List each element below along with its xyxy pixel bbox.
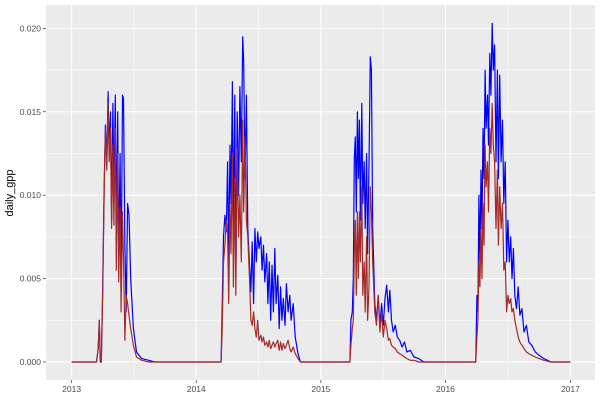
y-axis-title: daily_gpp bbox=[4, 169, 16, 216]
x-tick-label: 2015 bbox=[311, 384, 330, 394]
y-tick-label: 0.000 bbox=[20, 357, 42, 367]
y-tick-label: 0.005 bbox=[20, 274, 42, 284]
axis-ticks: 0.000 0.005 0.010 0.015 0.020 2013 2014 2015 201… bbox=[20, 23, 580, 394]
series-line-2 bbox=[71, 102, 571, 363]
x-tick-label: 2016 bbox=[436, 384, 455, 394]
x-tick-label: 2017 bbox=[561, 384, 580, 394]
x-tick-label: 2013 bbox=[62, 384, 81, 394]
y-tick-label: 0.015 bbox=[20, 107, 42, 117]
x-tick-label: 2014 bbox=[187, 384, 206, 394]
series-layer bbox=[71, 22, 571, 363]
y-tick-label: 0.020 bbox=[20, 23, 42, 33]
y-tick-label: 0.010 bbox=[20, 190, 42, 200]
